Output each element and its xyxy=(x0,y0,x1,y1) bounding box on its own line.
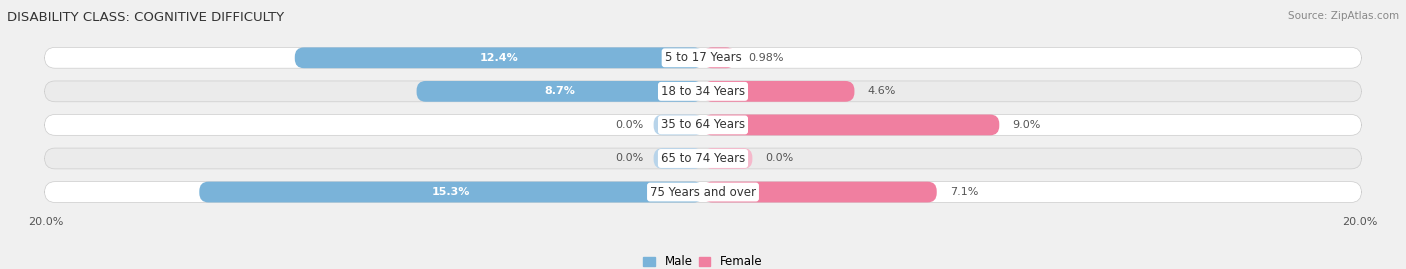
FancyBboxPatch shape xyxy=(295,47,703,68)
FancyBboxPatch shape xyxy=(416,81,703,102)
FancyBboxPatch shape xyxy=(654,115,703,135)
Text: 20.0%: 20.0% xyxy=(1343,217,1378,227)
Text: 20.0%: 20.0% xyxy=(28,217,63,227)
Text: DISABILITY CLASS: COGNITIVE DIFFICULTY: DISABILITY CLASS: COGNITIVE DIFFICULTY xyxy=(7,11,284,24)
FancyBboxPatch shape xyxy=(45,148,1361,169)
Text: 35 to 64 Years: 35 to 64 Years xyxy=(661,118,745,132)
Text: 0.0%: 0.0% xyxy=(616,120,644,130)
FancyBboxPatch shape xyxy=(45,115,1361,135)
Text: 15.3%: 15.3% xyxy=(432,187,471,197)
Text: 0.0%: 0.0% xyxy=(616,154,644,164)
Text: 4.6%: 4.6% xyxy=(868,86,896,96)
Text: 8.7%: 8.7% xyxy=(544,86,575,96)
Text: 75 Years and over: 75 Years and over xyxy=(650,186,756,199)
FancyBboxPatch shape xyxy=(703,47,735,68)
Text: 12.4%: 12.4% xyxy=(479,53,519,63)
Text: 18 to 34 Years: 18 to 34 Years xyxy=(661,85,745,98)
Text: 65 to 74 Years: 65 to 74 Years xyxy=(661,152,745,165)
FancyBboxPatch shape xyxy=(45,47,1361,68)
Text: 9.0%: 9.0% xyxy=(1012,120,1040,130)
Text: 0.0%: 0.0% xyxy=(765,154,794,164)
Text: 0.98%: 0.98% xyxy=(748,53,785,63)
Legend: Male, Female: Male, Female xyxy=(638,251,768,269)
Text: 5 to 17 Years: 5 to 17 Years xyxy=(665,51,741,64)
FancyBboxPatch shape xyxy=(200,182,703,203)
FancyBboxPatch shape xyxy=(45,81,1361,102)
Text: Source: ZipAtlas.com: Source: ZipAtlas.com xyxy=(1288,11,1399,21)
FancyBboxPatch shape xyxy=(654,148,703,169)
FancyBboxPatch shape xyxy=(703,148,752,169)
FancyBboxPatch shape xyxy=(703,81,855,102)
FancyBboxPatch shape xyxy=(45,182,1361,203)
FancyBboxPatch shape xyxy=(703,115,1000,135)
Text: 7.1%: 7.1% xyxy=(950,187,979,197)
FancyBboxPatch shape xyxy=(703,182,936,203)
